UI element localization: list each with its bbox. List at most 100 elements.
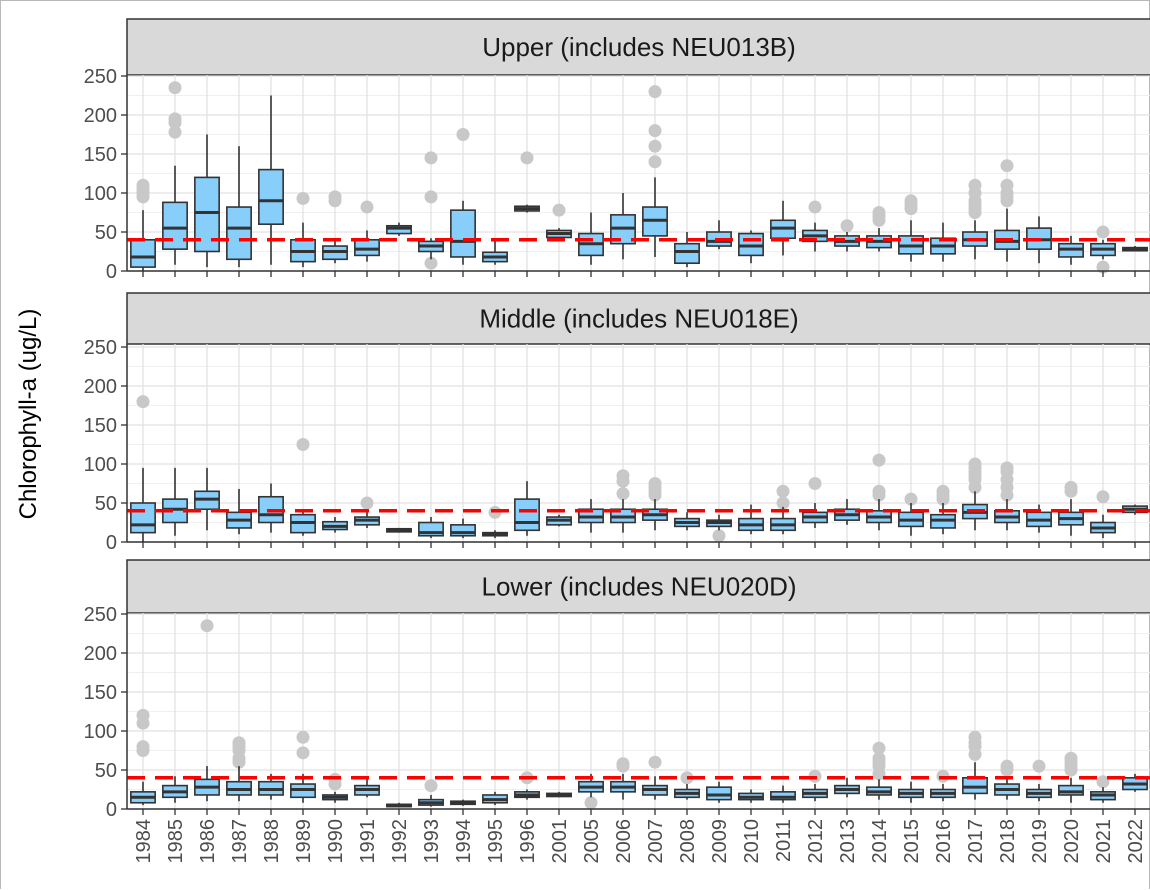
x-tick-label: 2016 xyxy=(933,819,955,864)
panel-3: Lower (includes NEU020D) 0 50 100 150 200 250 xyxy=(84,559,1150,821)
box-2015 xyxy=(898,194,924,262)
x-tick-label: 1987 xyxy=(229,819,251,864)
y-tick-label: 150 xyxy=(84,415,117,437)
outlier-point xyxy=(872,741,886,755)
outlier-point xyxy=(808,200,822,214)
box-body xyxy=(962,776,988,795)
box-2005 xyxy=(578,499,604,533)
box-2006 xyxy=(610,757,636,800)
outlier-point xyxy=(424,256,438,270)
x-tick-label: 1990 xyxy=(325,819,347,864)
box-2014 xyxy=(866,741,892,800)
outlier-point xyxy=(136,708,150,722)
y-tick-label: 250 xyxy=(84,604,117,626)
outlier-point xyxy=(872,484,886,498)
box-1996 xyxy=(514,771,540,800)
outlier-point xyxy=(456,128,470,141)
outlier-point xyxy=(872,453,886,467)
box-2020 xyxy=(1058,235,1084,265)
box-2011 xyxy=(770,785,796,803)
outlier-point xyxy=(648,755,662,769)
box-body xyxy=(450,524,476,537)
box-2011 xyxy=(770,484,796,535)
outlier-point xyxy=(360,496,374,510)
box-2007 xyxy=(642,477,668,531)
x-tick-label: 1985 xyxy=(165,819,187,864)
outlier-point xyxy=(1064,480,1078,494)
x-tick-label: 1991 xyxy=(357,819,379,864)
box-2020 xyxy=(1058,480,1084,536)
x-tick-label: 2007 xyxy=(645,819,667,864)
box-2014 xyxy=(866,453,892,531)
box-1984 xyxy=(130,708,156,806)
outlier-point xyxy=(136,178,150,192)
x-tick-label: 2008 xyxy=(677,819,699,864)
box-1986 xyxy=(194,619,220,802)
box-1986 xyxy=(194,467,220,531)
box-2009 xyxy=(706,220,732,250)
outlier-point xyxy=(1096,225,1110,239)
box-2008 xyxy=(674,512,700,531)
outlier-point xyxy=(296,746,310,760)
box-body xyxy=(386,224,412,235)
x-tick-label: 2005 xyxy=(581,819,603,864)
outlier-point xyxy=(936,484,950,498)
outlier-point xyxy=(616,469,630,483)
box-2017 xyxy=(962,178,988,260)
x-tick-label: 2010 xyxy=(741,819,763,864)
box-body xyxy=(770,791,796,801)
box-2016 xyxy=(930,769,956,802)
box-2020 xyxy=(1058,751,1084,803)
box-1987 xyxy=(226,736,252,802)
outlier-point xyxy=(232,736,246,750)
box-2015 xyxy=(898,492,924,536)
y-tick-label: 150 xyxy=(84,144,117,166)
box-1992 xyxy=(386,527,412,533)
box-1987 xyxy=(226,488,252,535)
box-2006 xyxy=(610,469,636,533)
box-2009 xyxy=(706,514,732,543)
box-1993 xyxy=(418,517,444,539)
outlier-point xyxy=(776,496,790,510)
box-2007 xyxy=(642,755,668,800)
box-2001 xyxy=(546,203,572,240)
box-body xyxy=(130,239,156,268)
box-2013 xyxy=(834,777,860,798)
y-tick-label: 250 xyxy=(84,337,117,359)
box-2021 xyxy=(1090,225,1116,274)
box-2001 xyxy=(546,514,572,527)
outlier-point xyxy=(168,125,182,139)
outlier-point xyxy=(968,730,982,744)
box-2021 xyxy=(1090,775,1116,803)
box-2010 xyxy=(738,230,764,264)
box-2013 xyxy=(834,219,860,252)
outlier-point xyxy=(1000,461,1014,475)
x-tick-label: 2012 xyxy=(805,819,827,864)
box-2008 xyxy=(674,232,700,268)
box-1989 xyxy=(290,438,316,536)
box-1987 xyxy=(226,146,252,268)
x-tick-label: 1986 xyxy=(197,819,219,864)
outlier-point xyxy=(360,200,374,214)
outlier-point xyxy=(712,529,726,543)
x-tick-label: 2017 xyxy=(965,819,987,864)
x-tick-label: 2013 xyxy=(837,819,859,864)
outlier-point xyxy=(840,219,854,233)
x-tick-label: 2009 xyxy=(709,819,731,864)
outlier-point xyxy=(1096,775,1110,789)
box-1991 xyxy=(354,200,380,262)
box-1993 xyxy=(418,151,444,270)
outlier-point xyxy=(616,757,630,771)
outlier-point xyxy=(584,796,598,810)
panel-strip xyxy=(126,18,1150,76)
x-tick-label: 2011 xyxy=(773,819,795,862)
box-2007 xyxy=(642,85,668,257)
x-tick-label: 2015 xyxy=(901,819,923,864)
x-tick-label: 2014 xyxy=(869,819,891,864)
box-2019 xyxy=(1026,504,1052,533)
y-tick-label: 0 xyxy=(106,532,117,554)
box-1988 xyxy=(258,95,284,265)
outlier-point xyxy=(872,206,886,219)
